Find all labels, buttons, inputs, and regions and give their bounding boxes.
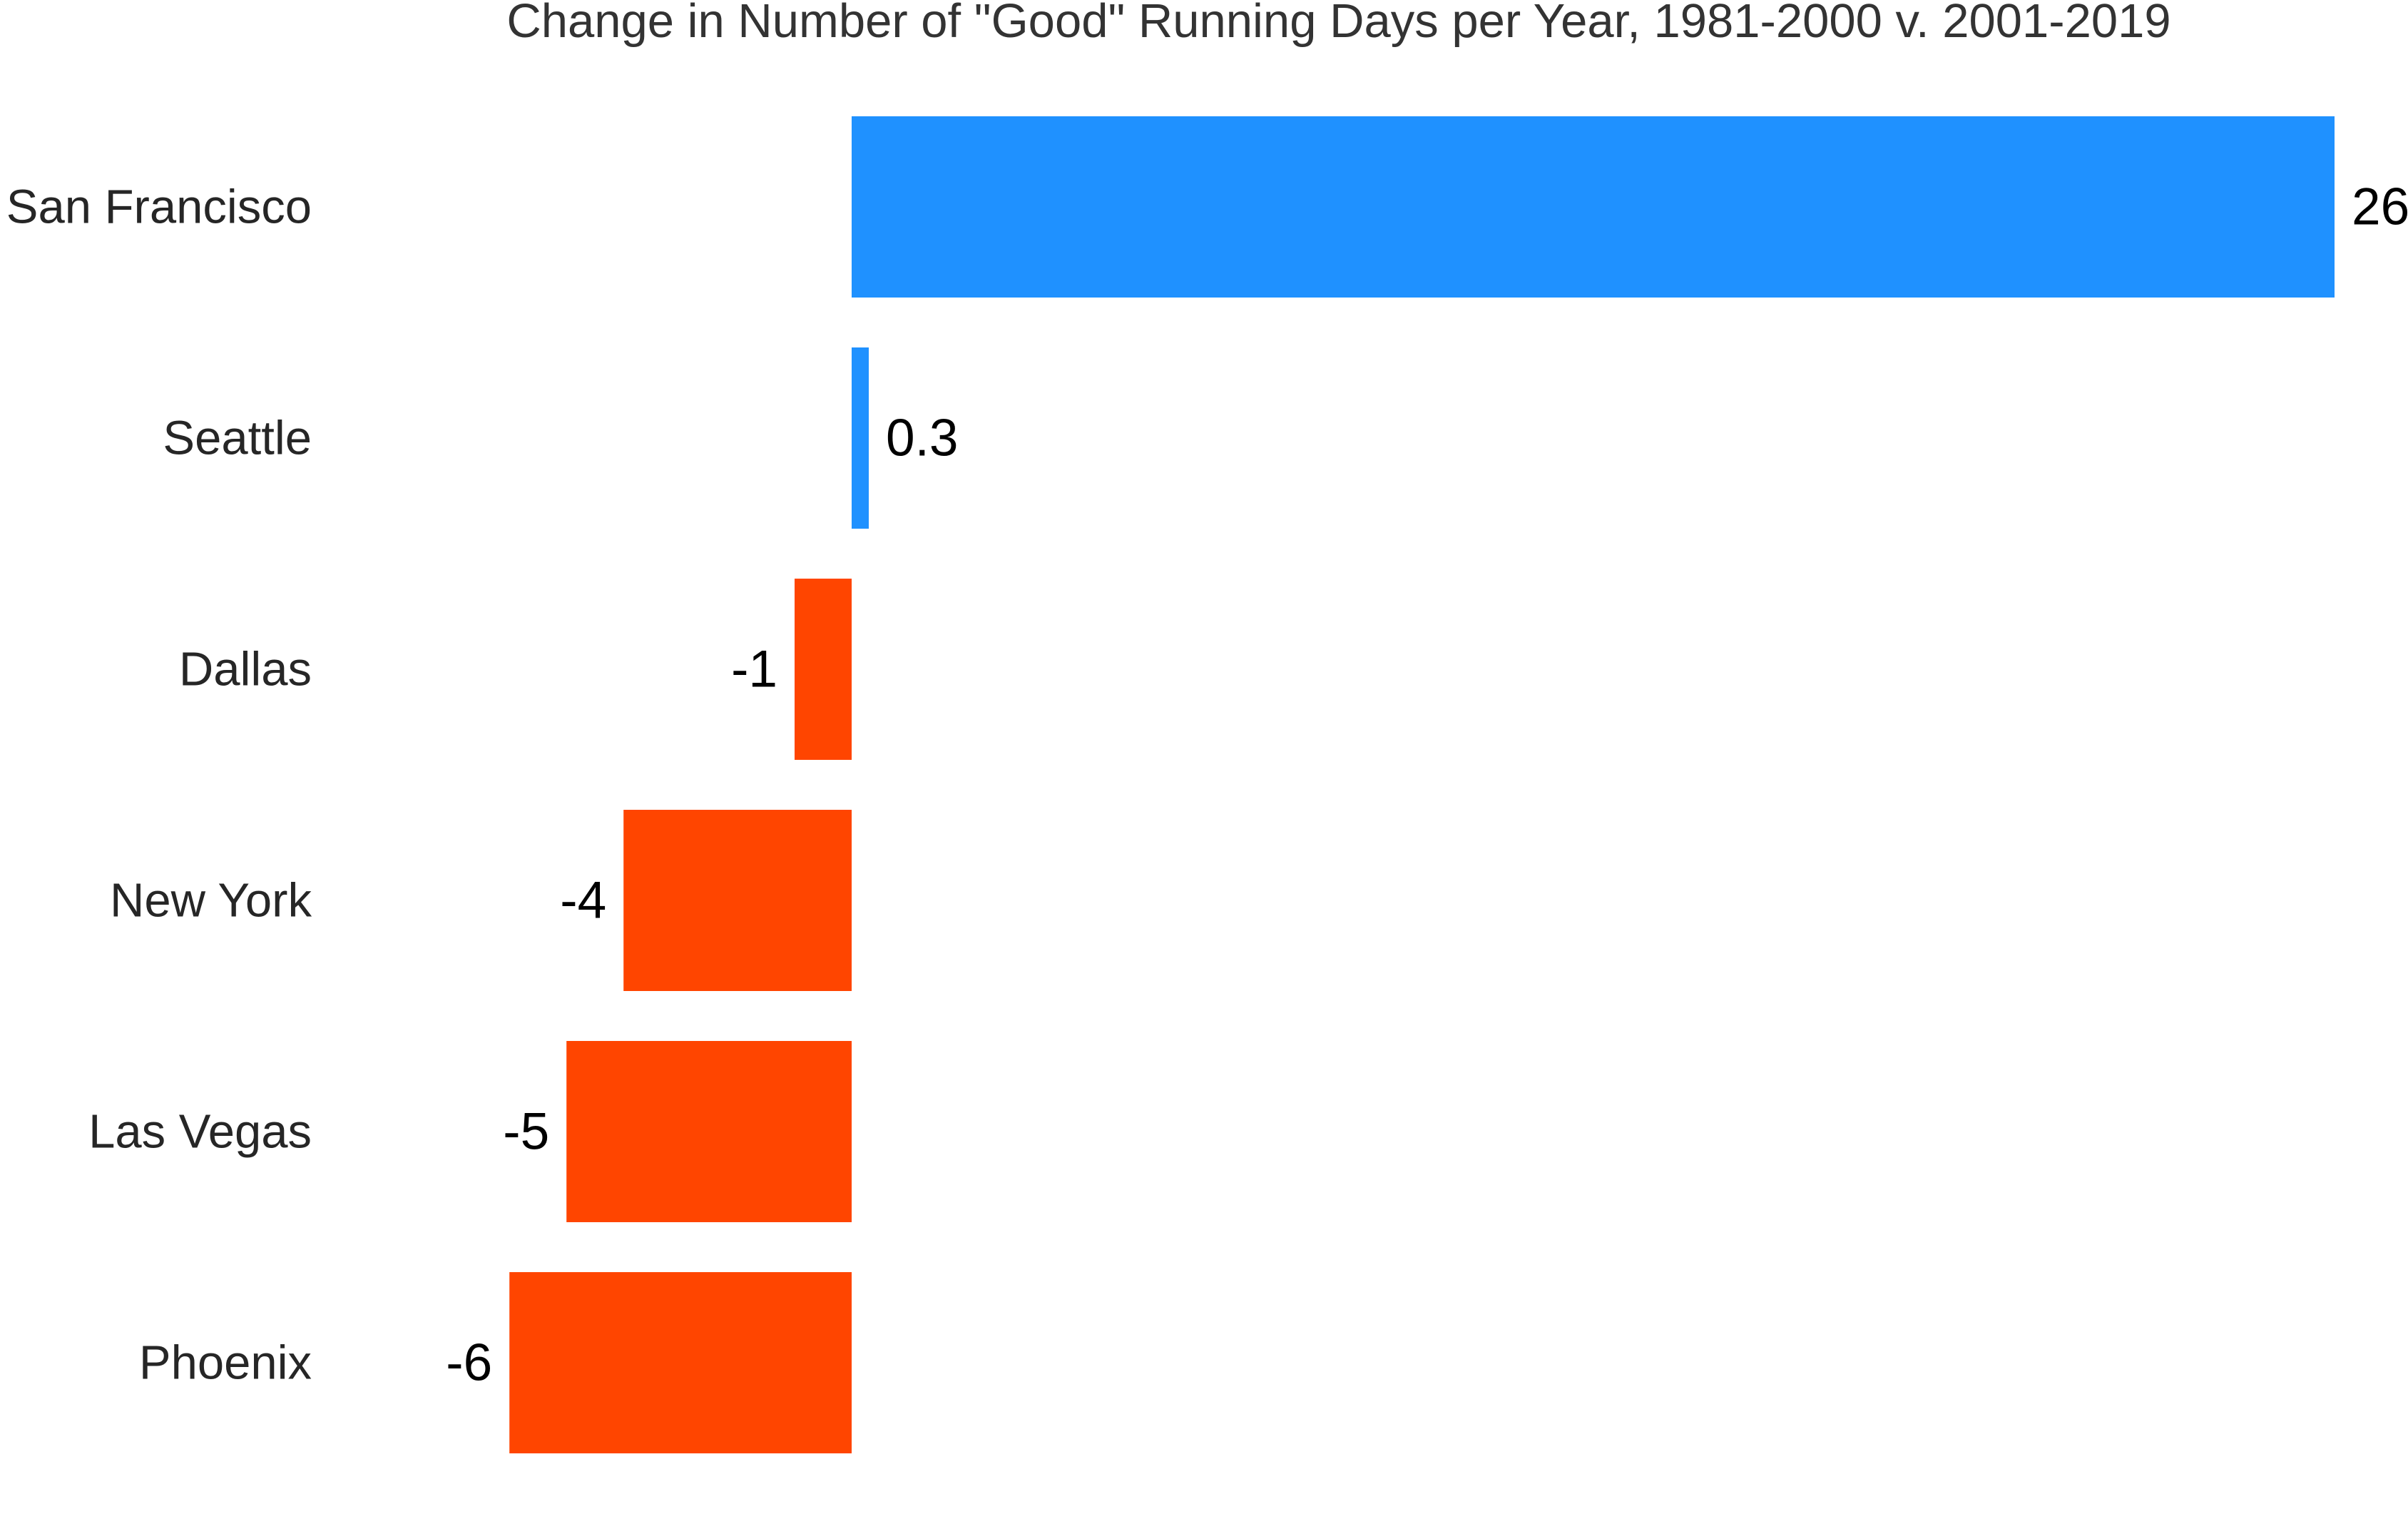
value-label-dallas: -1 <box>731 641 777 698</box>
bar-dallas <box>795 579 852 760</box>
bar-phoenix <box>509 1272 852 1453</box>
category-label-las-vegas: Las Vegas <box>88 1105 312 1159</box>
category-labels-group: San Francisco Seattle Dallas New York Las Ve… <box>6 181 312 1390</box>
value-label-new-york: -4 <box>560 872 606 930</box>
category-label-seattle: Seattle <box>163 412 312 465</box>
bar-san-francisco <box>852 116 2335 298</box>
category-label-new-york: New York <box>110 874 312 928</box>
value-label-phoenix: -6 <box>446 1334 492 1392</box>
value-label-las-vegas: -5 <box>503 1103 549 1161</box>
value-labels-group: 26 0.3 -1 -4 -5 -6 <box>446 178 2408 1392</box>
chart-title: Change in Number of "Good" Running Days … <box>506 0 2170 48</box>
bar-seattle <box>852 347 869 529</box>
value-label-seattle: 0.3 <box>886 410 958 467</box>
value-label-san-francisco: 26 <box>2352 178 2408 236</box>
bar-new-york <box>623 810 852 991</box>
category-label-phoenix: Phoenix <box>139 1336 312 1390</box>
category-label-san-francisco: San Francisco <box>6 181 312 234</box>
bar-las-vegas <box>566 1041 852 1222</box>
category-label-dallas: Dallas <box>179 643 312 696</box>
bars-group <box>509 116 2335 1453</box>
